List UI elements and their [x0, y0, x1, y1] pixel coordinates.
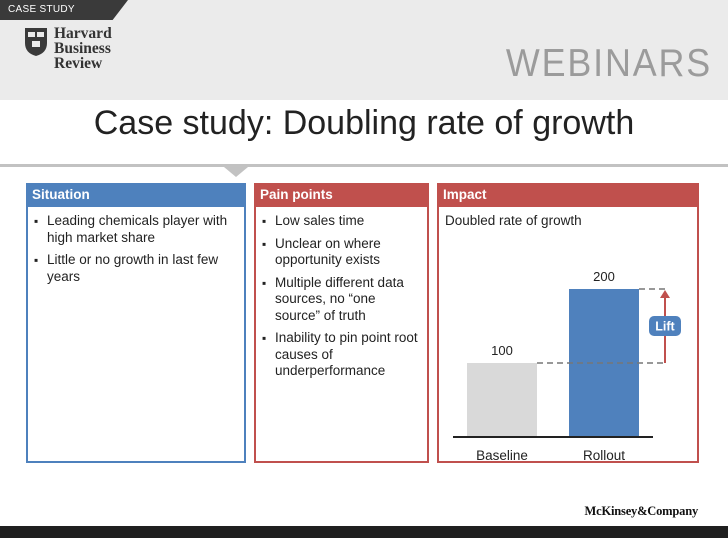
pain-points-list: Low sales time Unclear on where opportun… — [256, 213, 427, 380]
logo-line-harvard: Harvard — [54, 25, 112, 42]
pain-point-bullet: Multiple different data sources, no “one… — [262, 275, 423, 325]
lift-badge — [649, 316, 681, 336]
logo-line-review: Review — [54, 55, 103, 72]
lift-label: Lift — [655, 320, 675, 334]
hbr-logo-text: Harvard Business Review — [54, 25, 112, 72]
situation-panel: Situation Leading chemicals player with … — [26, 183, 246, 463]
situation-list: Leading chemicals player with high marke… — [28, 213, 244, 285]
hbr-logo: Harvard Business Review — [24, 26, 144, 74]
webinars-banner-text: WEBINARS — [505, 42, 712, 85]
bar-baseline — [467, 363, 537, 437]
divider-line — [0, 164, 728, 167]
mckinsey-logo: McKinsey&Company — [584, 504, 699, 518]
pain-point-bullet: Low sales time — [262, 213, 423, 230]
growth-bar-chart: 100 Baseline 200 Rollout Lift — [453, 269, 681, 461]
category-label-baseline: Baseline — [476, 448, 528, 461]
harvard-shield-icon — [25, 28, 47, 56]
case-study-tab: CASE STUDY — [0, 0, 128, 20]
logo-line-business: Business — [54, 40, 111, 57]
impact-body: Doubled rate of growth 100 Baseline 200 Rol… — [437, 207, 699, 463]
divider-pointer — [224, 167, 248, 177]
slide-title: Case study: Doubling rate of growth — [93, 104, 635, 142]
pain-points-body: Low sales time Unclear on where opportun… — [254, 207, 429, 463]
category-label-rollout: Rollout — [583, 448, 625, 461]
pain-points-panel: Pain points Low sales time Unclear on wh… — [254, 183, 429, 463]
impact-panel: Impact Doubled rate of growth 100 Baselin… — [437, 183, 699, 463]
pain-point-bullet: Unclear on where opportunity exists — [262, 236, 423, 269]
header-banner: CASE STUDY Harvard Business Review WEBIN… — [0, 0, 728, 100]
pain-point-bullet: Inability to pin point root causes of un… — [262, 330, 423, 380]
case-study-label: CASE STUDY — [8, 4, 75, 15]
situation-heading: Situation — [26, 183, 246, 207]
pain-points-heading: Pain points — [254, 183, 429, 207]
situation-body: Leading chemicals player with high marke… — [26, 207, 246, 463]
data-label-rollout: 200 — [593, 269, 615, 284]
footer-bar — [0, 526, 728, 538]
data-label-baseline: 100 — [491, 343, 513, 358]
situation-bullet: Leading chemicals player with high marke… — [34, 213, 240, 246]
lift-arrow-head — [660, 290, 670, 298]
impact-heading: Impact — [437, 183, 699, 207]
situation-bullet: Little or no growth in last few years — [34, 252, 240, 285]
impact-subtitle: Doubled rate of growth — [445, 213, 582, 228]
